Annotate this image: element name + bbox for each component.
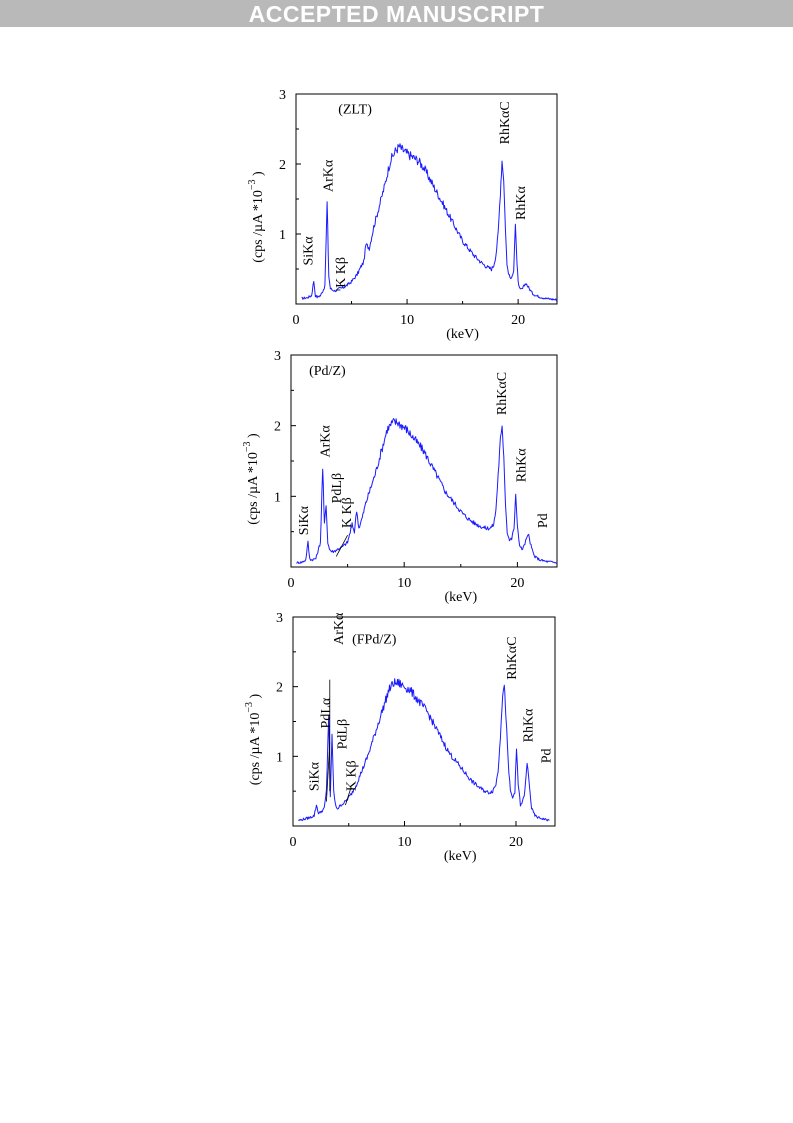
- peak-label: Pd: [536, 513, 551, 528]
- spectrum-line: [301, 143, 558, 302]
- x-tick-label: 10: [400, 313, 414, 328]
- x-tick-label: 0: [293, 313, 300, 328]
- panel-title: (FPd/Z): [352, 632, 397, 647]
- spectrum-chart-fpd-z: 1 2 3 0 10 20 (keV) (cps /µA *10−3 ) (FPd/Z) SiKα…: [244, 611, 556, 864]
- peak-label: PdLβ: [336, 719, 351, 749]
- peak-leader-line: [326, 742, 331, 802]
- x-tick-label: 20: [509, 835, 523, 850]
- x-tick-label: 20: [511, 313, 525, 328]
- peak-label: SiKα: [297, 505, 312, 535]
- y-axis-label: (cps /µA *10−3 ): [247, 171, 266, 263]
- x-tick-label: 10: [397, 835, 411, 850]
- x-axis-label: (keV): [444, 590, 477, 605]
- y-tick-label: 3: [279, 88, 286, 103]
- x-tick-label: 0: [290, 835, 297, 850]
- peak-leader-line: [335, 535, 348, 557]
- peak-leader-line: [345, 787, 352, 806]
- y-tick-label: 2: [274, 420, 281, 435]
- peak-label: PdLβ: [330, 473, 345, 503]
- peak-label: RhKα: [522, 708, 537, 742]
- x-axis-label: (keV): [446, 327, 479, 342]
- peak-label: RhKαC: [505, 637, 520, 680]
- x-tick-label: 20: [510, 576, 524, 591]
- peak-label: ArKα: [332, 612, 347, 645]
- y-tick-label: 1: [276, 750, 283, 765]
- peak-label: SiKα: [302, 236, 317, 266]
- x-tick-label: 10: [397, 576, 411, 591]
- y-axis-label: (cps /µA *10−3 ): [244, 693, 263, 785]
- y-tick-label: 1: [274, 490, 281, 505]
- x-axis-label: (keV): [444, 849, 477, 864]
- y-tick-label: 2: [279, 158, 286, 173]
- spectrum-chart-pd-z: 1 2 3 0 10 20 (keV) (cps /µA *10−3 ) (Pd/Z) SiKα A…: [242, 349, 558, 605]
- peak-label: PdLα: [319, 697, 334, 728]
- peak-label: K Kβ: [344, 760, 359, 791]
- peak-label: ArKα: [318, 425, 333, 458]
- spectrum-chart-zlt: 1 2 3 0 10 20 (keV) (cps /µA *10−3 ) (ZLT) SiKα Ar…: [247, 88, 558, 342]
- peak-label: RhKα: [514, 186, 529, 220]
- y-tick-label: 3: [276, 611, 283, 626]
- peak-label: ArKα: [322, 159, 337, 192]
- y-tick-label: 2: [276, 681, 283, 696]
- x-tick-label: 0: [288, 576, 295, 591]
- spectrum-line: [298, 678, 550, 822]
- panel-title: (Pd/Z): [309, 364, 346, 379]
- y-tick-label: 1: [279, 228, 286, 243]
- peak-label: Pd: [540, 749, 555, 764]
- y-tick-label: 3: [274, 349, 281, 364]
- panel-title: (ZLT): [338, 103, 372, 118]
- peak-label: RhKαC: [495, 372, 510, 415]
- y-axis-label: (cps /µA *10−3 ): [242, 433, 261, 525]
- accepted-manuscript-banner: ACCEPTED MANUSCRIPT: [0, 0, 793, 27]
- peak-label: RhKα: [514, 448, 529, 482]
- peak-label: K Kβ: [334, 257, 349, 288]
- peak-label: RhKαC: [498, 101, 513, 144]
- peak-label: SiKα: [308, 761, 323, 791]
- peak-label: K Kβ: [340, 497, 355, 528]
